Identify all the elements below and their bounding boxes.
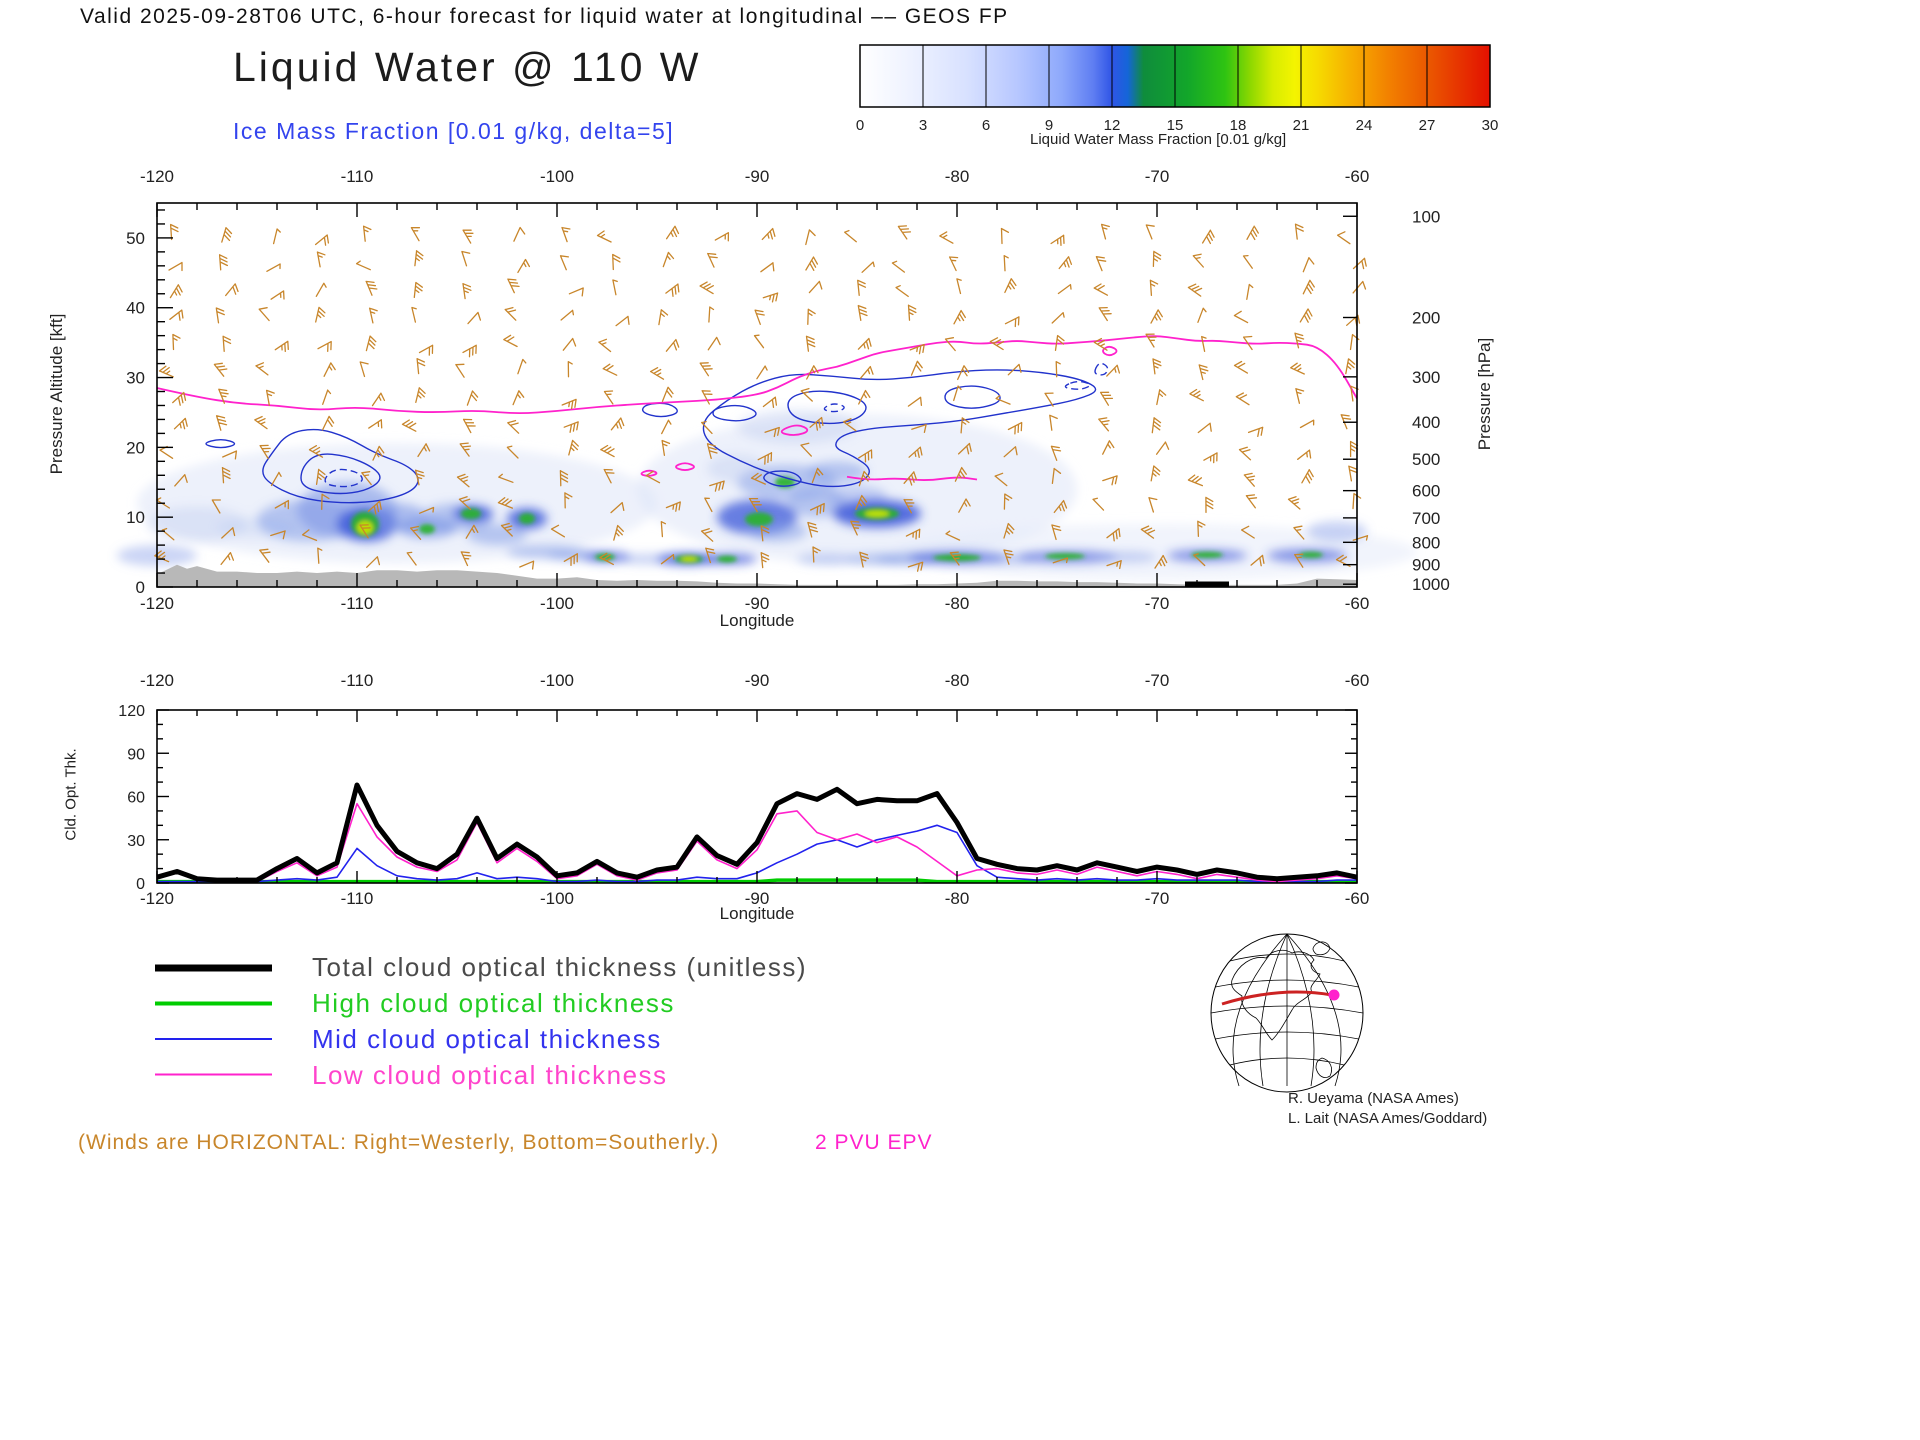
svg-text:300: 300 [1412, 368, 1440, 387]
svg-text:6: 6 [982, 117, 990, 134]
svg-text:-60: -60 [1345, 594, 1370, 613]
svg-text:-110: -110 [341, 167, 374, 186]
svg-text:10: 10 [126, 508, 145, 527]
svg-text:27: 27 [1419, 117, 1436, 134]
svg-text:20: 20 [126, 438, 145, 457]
svg-text:400: 400 [1412, 413, 1440, 432]
svg-text:-90: -90 [745, 889, 770, 908]
legend-label-mid: Mid cloud optical thickness [312, 1024, 662, 1054]
svg-text:-90: -90 [745, 594, 770, 613]
svg-text:15: 15 [1167, 117, 1184, 134]
inset-map [1210, 933, 1364, 1093]
svg-text:-90: -90 [745, 167, 770, 186]
svg-text:9: 9 [1045, 117, 1053, 134]
svg-text:0: 0 [136, 876, 145, 893]
cross-section-track [1221, 990, 1333, 1006]
colorbar-label: Liquid Water Mass Fraction [0.01 g/kg] [1030, 131, 1287, 148]
page-title: Liquid Water @ 110 W [233, 44, 702, 90]
svg-text:-100: -100 [540, 594, 574, 613]
svg-text:-120: -120 [140, 671, 174, 690]
svg-text:100: 100 [1412, 207, 1440, 226]
optical-thickness-panel [156, 782, 1358, 884]
svg-text:-80: -80 [945, 167, 970, 186]
svg-text:-70: -70 [1145, 167, 1170, 186]
svg-text:-120: -120 [140, 167, 174, 186]
svg-text:600: 600 [1412, 482, 1440, 501]
svg-text:900: 900 [1412, 556, 1440, 575]
legend-lines [155, 964, 272, 1076]
x-axis-label-longitude-main: Longitude [719, 611, 795, 630]
svg-text:-70: -70 [1145, 889, 1170, 908]
svg-text:21: 21 [1293, 117, 1310, 134]
y-axis-label-opt-thk: Cld. Opt. Thk. [62, 748, 80, 841]
epv-contours [156, 335, 1358, 481]
colorbar: 0 3 6 9 12 15 18 21 24 27 30 [856, 44, 1499, 134]
svg-text:0: 0 [136, 578, 145, 597]
valid-time-header: Valid 2025-09-28T06 UTC, 6-hour forecast… [80, 5, 1009, 28]
svg-text:800: 800 [1412, 533, 1440, 552]
svg-text:3: 3 [919, 117, 927, 134]
svg-text:-70: -70 [1145, 671, 1170, 690]
svg-text:-80: -80 [945, 671, 970, 690]
optical-thickness-axes: -120 -120 -110 -110 -100 -100 -90 -90 -80 -80 -70 -… [118, 671, 1369, 908]
svg-text:40: 40 [126, 299, 145, 318]
svg-text:-60: -60 [1345, 671, 1370, 690]
terrain [157, 564, 1357, 587]
cross-section-axes: -120 -120 -110 -110 -100 -100 -90 -90 -80 -80 -70 -… [126, 167, 1450, 613]
ice-contours [205, 362, 1109, 504]
location-dot [1328, 989, 1340, 1001]
svg-text:0: 0 [856, 117, 864, 134]
svg-text:-100: -100 [540, 167, 574, 186]
cross-section-panel [117, 223, 1417, 587]
svg-text:-110: -110 [341, 594, 374, 613]
pvu-label: 2 PVU EPV [815, 1131, 933, 1154]
svg-text:60: 60 [127, 790, 145, 807]
svg-text:30: 30 [126, 369, 145, 388]
legend-label-high: High cloud optical thickness [312, 988, 675, 1018]
svg-text:-110: -110 [341, 671, 374, 690]
svg-text:500: 500 [1412, 450, 1440, 469]
svg-text:-60: -60 [1345, 889, 1370, 908]
credit-line-2: L. Lait (NASA Ames/Goddard) [1288, 1110, 1488, 1127]
svg-text:30: 30 [1482, 117, 1499, 134]
tropopause-line [156, 335, 1358, 414]
svg-text:-80: -80 [945, 889, 970, 908]
svg-text:18: 18 [1230, 117, 1247, 134]
svg-text:-110: -110 [341, 889, 374, 908]
svg-text:-120: -120 [140, 594, 174, 613]
svg-text:120: 120 [118, 703, 145, 720]
winds-footnote: (Winds are HORIZONTAL: Right=Westerly, B… [78, 1131, 720, 1154]
ice-mass-subtitle: Ice Mass Fraction [0.01 g/kg, delta=5] [233, 118, 675, 144]
y-axis-label-pressure: Pressure [hPa] [1475, 337, 1494, 451]
svg-text:30: 30 [127, 833, 145, 850]
svg-text:-70: -70 [1145, 594, 1170, 613]
liquid-water-hotspots [351, 476, 1323, 564]
svg-text:-90: -90 [745, 671, 770, 690]
svg-text:-60: -60 [1345, 167, 1370, 186]
svg-text:12: 12 [1104, 117, 1121, 134]
credit-line-1: R. Ueyama (NASA Ames) [1288, 1090, 1459, 1107]
svg-text:90: 90 [127, 746, 145, 763]
svg-text:50: 50 [126, 229, 145, 248]
y-axis-label-pressure-altitude: Pressure Altitude [kft] [47, 313, 66, 475]
svg-text:700: 700 [1412, 509, 1440, 528]
legend-label-total: Total cloud optical thickness (unitless) [312, 952, 807, 982]
svg-text:24: 24 [1356, 117, 1373, 134]
series-3 [156, 782, 1358, 883]
svg-text:-100: -100 [540, 671, 574, 690]
legend-label-low: Low cloud optical thickness [312, 1060, 668, 1090]
svg-text:-100: -100 [540, 889, 574, 908]
svg-text:1000: 1000 [1412, 575, 1450, 594]
svg-text:-120: -120 [140, 889, 174, 908]
x-axis-label-longitude-panel2: Longitude [719, 904, 795, 923]
svg-text:200: 200 [1412, 309, 1440, 328]
svg-text:-80: -80 [945, 594, 970, 613]
